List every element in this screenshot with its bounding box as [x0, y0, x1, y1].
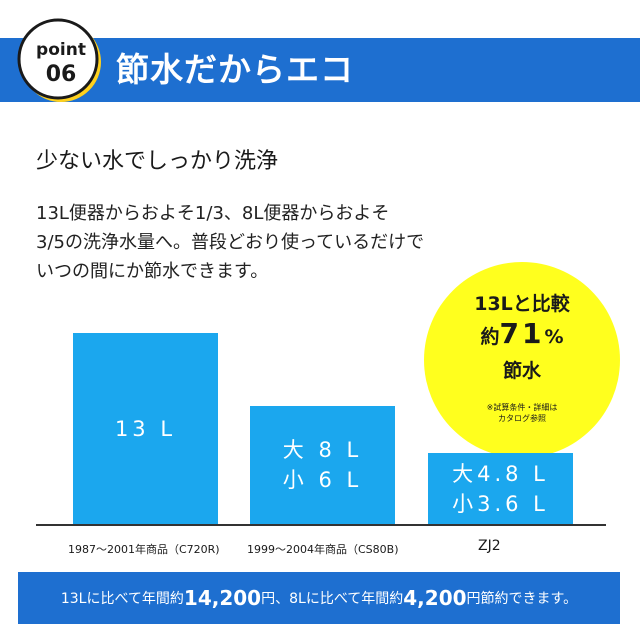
header-band — [0, 38, 640, 102]
savings-percent: 約71% — [424, 317, 620, 350]
footer-amount: 4,200 — [403, 586, 467, 610]
savings-note-line: カタログ参照 — [498, 414, 546, 423]
description-line: 13L便器からおよそ1/3、8L便器からおよそ — [36, 203, 390, 224]
chart-baseline — [36, 524, 606, 526]
point-badge: point 06 — [17, 18, 105, 106]
badge-shape — [17, 18, 101, 102]
savings-note-line: ※試算条件・詳細は — [486, 403, 558, 412]
bar-label-large: 大 8 L — [282, 438, 363, 462]
bar-label-large: 大4.8 L — [452, 461, 549, 486]
savings-value: 71 — [499, 317, 545, 350]
footer-amount: 14,200 — [183, 586, 262, 610]
savings-compare: 13Lと比較 — [474, 293, 570, 315]
section-subtitle: 少ない水でしっかり洗浄 — [36, 149, 279, 174]
category-label: 1999～2004年商品（CS80B) — [247, 543, 399, 556]
description-line: いつの間にか節水できます。 — [36, 261, 269, 282]
category-label: 1987～2001年商品（C720R) — [68, 543, 220, 556]
badge-word: point — [36, 40, 86, 60]
badge-number: 06 — [45, 62, 77, 87]
bar-1999-cs80b: 大 8 L 小 6 L — [250, 406, 395, 524]
savings-badge: 13Lと比較 約71% 節水 ※試算条件・詳細は カタログ参照 — [424, 262, 620, 458]
savings-footer: 13Lに比べて年間約 14,200 円、8Lに比べて年間約 4,200 円節約できます。 — [18, 572, 620, 624]
bar-zj2: 大4.8 L 小3.6 L — [428, 453, 573, 524]
footer-text: 13Lに比べて年間約 — [60, 591, 184, 607]
page-title: 節水だからエコ — [116, 50, 354, 89]
category-label: ZJ2 — [478, 538, 501, 554]
bar-label-small: 小3.6 L — [452, 491, 549, 516]
footer-text: 円、8Lに比べて年間約 — [261, 591, 404, 607]
bar-label-small: 小 6 L — [282, 468, 363, 492]
footer-text: 円節約できます。 — [466, 591, 578, 607]
savings-label: 節水 — [502, 360, 541, 382]
savings-unit: % — [544, 326, 564, 348]
bar-1987-c720r: 13 L — [73, 333, 218, 524]
savings-prefix: 約 — [480, 326, 500, 348]
bar-label: 13 L — [114, 416, 177, 441]
description: 13L便器からおよそ1/3、8L便器からおよそ 3/5の洗浄水量へ。普段どおり使… — [36, 199, 456, 286]
description-line: 3/5の洗浄水量へ。普段どおり使っているだけで — [36, 232, 425, 253]
savings-note: ※試算条件・詳細は カタログ参照 — [424, 402, 620, 424]
